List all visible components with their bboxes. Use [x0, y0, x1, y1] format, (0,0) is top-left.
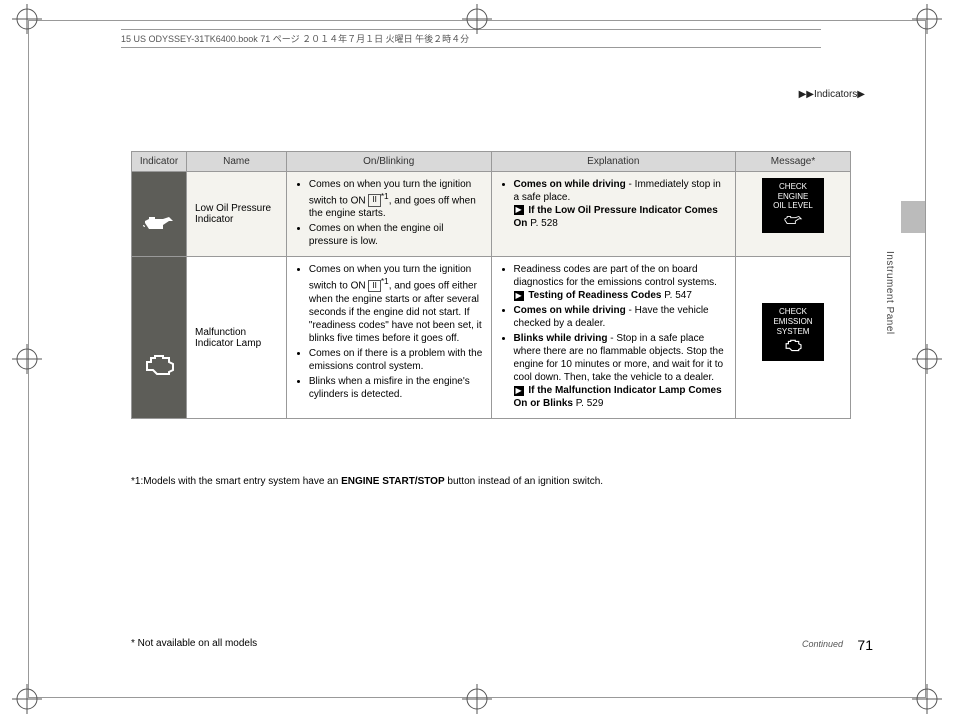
indicator-icon-cell: [132, 172, 187, 257]
explain-item: Blinks while driving - Stop in a safe pl…: [514, 332, 728, 410]
crop-mark-icon: [462, 684, 492, 714]
reference-arrow-icon: ▶: [514, 205, 524, 215]
crop-mark-icon: [912, 4, 942, 34]
crop-mark-icon: [912, 684, 942, 714]
page-frame: 15 US ODYSSEY-31TK6400.book 71 ページ ２０１４年…: [28, 20, 926, 698]
onblink-item: Comes on when you turn the ignition swit…: [309, 263, 483, 344]
explanation-cell: Readiness codes are part of the on board…: [491, 257, 736, 419]
mid-message-box: CHECK EMISSION SYSTEM: [762, 303, 824, 360]
col-header-name: Name: [186, 152, 286, 172]
table-row: Low Oil Pressure Indicator Comes on when…: [132, 172, 851, 257]
crop-mark-icon: [912, 344, 942, 374]
ignition-position-icon: II: [368, 194, 380, 206]
indicator-icon-cell: [132, 257, 187, 419]
onblink-item: Comes on if there is a problem with the …: [309, 347, 483, 373]
breadcrumb-text: ▶▶Indicators▶: [799, 89, 865, 100]
crop-mark-icon: [462, 4, 492, 34]
indicator-name: Malfunction Indicator Lamp: [186, 257, 286, 419]
reference-arrow-icon: ▶: [514, 291, 524, 301]
message-cell: CHECK ENGINE OIL LEVEL: [736, 172, 851, 257]
col-header-explain: Explanation: [491, 152, 736, 172]
indicators-table: Indicator Name On/Blinking Explanation M…: [131, 151, 851, 419]
onblink-cell: Comes on when you turn the ignition swit…: [286, 257, 491, 419]
mid-message-box: CHECK ENGINE OIL LEVEL: [762, 178, 824, 233]
oil-can-icon: [781, 213, 805, 227]
onblink-cell: Comes on when you turn the ignition swit…: [286, 172, 491, 257]
col-header-onblink: On/Blinking: [286, 152, 491, 172]
crop-mark-icon: [12, 684, 42, 714]
onblink-item: Comes on when the engine oil pressure is…: [309, 222, 483, 248]
col-header-message: Message*: [736, 152, 851, 172]
engine-outline-icon: [781, 338, 805, 354]
explain-item: Comes on while driving - Have the vehicl…: [514, 304, 728, 330]
continued-label: Continued: [802, 639, 843, 649]
page-number: 71: [857, 637, 873, 653]
section-tab: [901, 201, 925, 233]
explanation-cell: Comes on while driving - Immediately sto…: [491, 172, 736, 257]
crop-mark-icon: [12, 4, 42, 34]
engine-outline-icon: [141, 352, 177, 380]
reference-arrow-icon: ▶: [514, 386, 524, 396]
explain-item: Readiness codes are part of the on board…: [514, 263, 728, 302]
onblink-item: Blinks when a misfire in the engine's cy…: [309, 375, 483, 401]
table-row: Malfunction Indicator Lamp Comes on when…: [132, 257, 851, 419]
breadcrumb: ▶▶Indicators▶: [799, 89, 865, 100]
oil-can-icon: [141, 211, 177, 235]
explain-item: Comes on while driving - Immediately sto…: [514, 178, 728, 230]
crop-mark-icon: [12, 344, 42, 374]
onblink-item: Comes on when you turn the ignition swit…: [309, 178, 483, 220]
ignition-position-icon: II: [368, 280, 380, 292]
indicator-name: Low Oil Pressure Indicator: [186, 172, 286, 257]
message-cell: CHECK EMISSION SYSTEM: [736, 257, 851, 419]
footnote-smart-entry: *1:Models with the smart entry system ha…: [131, 476, 851, 487]
col-header-indicator: Indicator: [132, 152, 187, 172]
footnote-availability: * Not available on all models: [131, 638, 257, 649]
side-section-label: Instrument Panel: [884, 251, 895, 335]
